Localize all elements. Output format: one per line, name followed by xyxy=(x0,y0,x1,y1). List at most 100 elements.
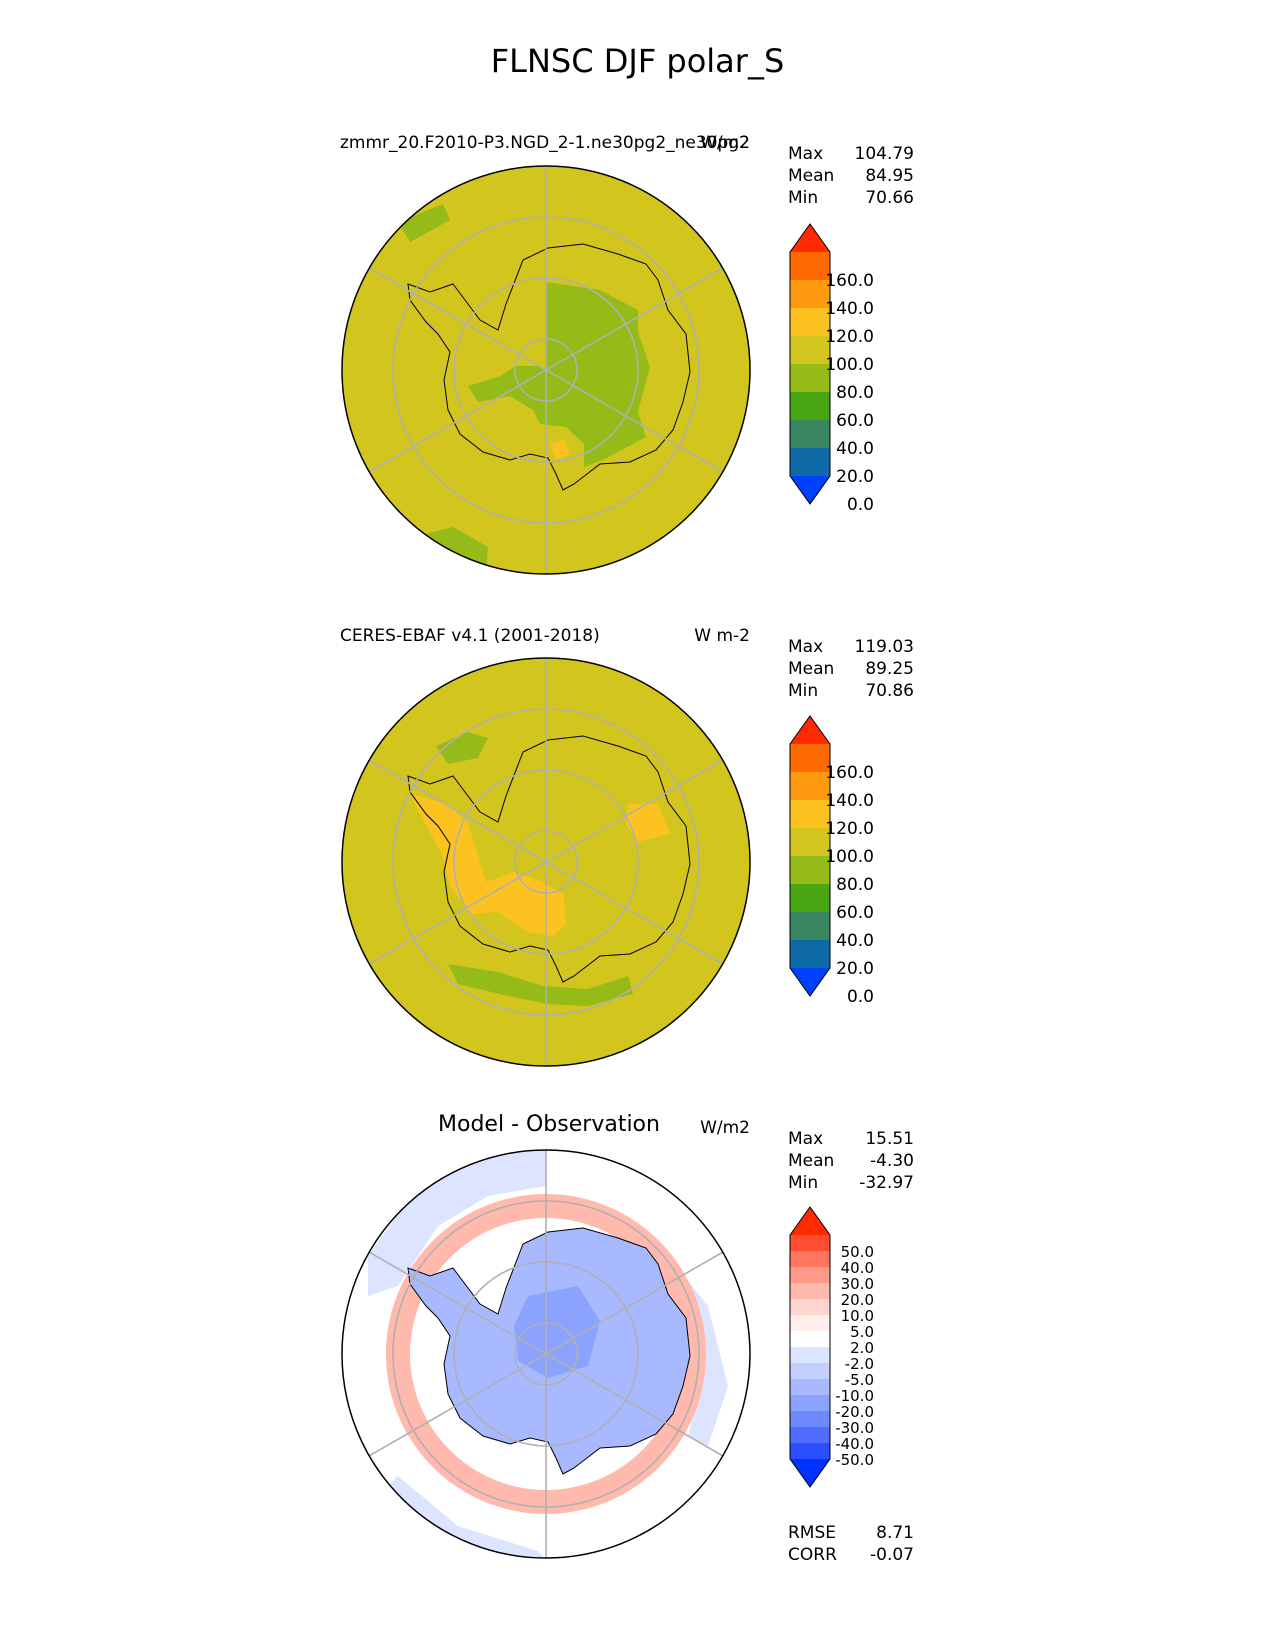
colorbar-bin xyxy=(790,1315,830,1332)
colorbar-bin xyxy=(790,1235,830,1252)
stat-max-label: Max xyxy=(788,637,824,657)
stat-min-label: Min xyxy=(788,188,819,208)
stat-max-value: 15.51 xyxy=(865,1129,914,1149)
stat-rmse-value: 8.71 xyxy=(876,1523,914,1543)
panel-3-stats: Max 15.51 Mean -4.30 Min -32.97 xyxy=(788,1129,914,1195)
colorbar-bin xyxy=(790,280,830,309)
colorbar-tick-label: 10.0 xyxy=(841,1307,874,1325)
map-boundary xyxy=(341,165,751,575)
colorbar-tick-label: -5.0 xyxy=(845,1371,874,1389)
diff-region-light-blue-nw xyxy=(368,1150,546,1296)
colorbar-bin xyxy=(790,252,830,281)
colorbar-tick-label: 20.0 xyxy=(841,1291,874,1309)
stat-mean-label: Mean xyxy=(788,166,835,186)
graticule xyxy=(368,1150,724,1558)
colorbar-tick-label: 50.0 xyxy=(841,1243,874,1261)
colorbar-outline xyxy=(789,223,831,505)
panel-2-stats: Max 119.03 Mean 89.25 Min 70.86 xyxy=(788,637,914,703)
colorbar-extend-min xyxy=(790,476,830,504)
stat-min-value: -32.97 xyxy=(859,1173,914,1193)
stat-max-label: Max xyxy=(788,144,824,164)
stat-corr-label: CORR xyxy=(788,1545,837,1565)
panel-1-units: W/m2 xyxy=(700,133,750,153)
colorbar-extend-min xyxy=(790,968,830,996)
colorbar-2: 160.0 140.0 120.0 100.0 80.0 60.0 40.0 20.0 0.0 xyxy=(789,715,874,1007)
colorbar-extend-max xyxy=(790,716,830,744)
colorbar-extend-max xyxy=(790,1207,830,1235)
panel-3-title: Model - Observation xyxy=(438,1112,660,1137)
colorbar-tick-label: 160.0 xyxy=(825,763,874,783)
colorbar-bin xyxy=(790,1379,830,1396)
polar-map-2 xyxy=(341,657,751,1067)
colorbar-bin xyxy=(790,420,830,449)
panel-3-units: W/m2 xyxy=(700,1118,750,1138)
stat-min-label: Min xyxy=(788,681,819,701)
stat-min-value: 70.66 xyxy=(865,188,914,208)
panel-3-extra-stats: RMSE 8.71 CORR -0.07 xyxy=(788,1523,914,1567)
colorbar-bin xyxy=(790,856,830,885)
colorbar-tick-label: 100.0 xyxy=(825,355,874,375)
colorbar-tick-label: -10.0 xyxy=(835,1387,874,1405)
colorbar-tick-label: 100.0 xyxy=(825,847,874,867)
polar-map-3 xyxy=(341,1149,751,1559)
colorbar-tick-label: 20.0 xyxy=(836,959,874,979)
colorbar-tick-label: 80.0 xyxy=(836,875,874,895)
stat-min-value: 70.86 xyxy=(865,681,914,701)
colorbar-tick-label: 140.0 xyxy=(825,791,874,811)
figure-title: FLNSC DJF polar_S xyxy=(490,42,785,80)
colorbar-tick-label: 120.0 xyxy=(825,327,874,347)
colorbar-bin xyxy=(790,1427,830,1444)
colorbar-bin xyxy=(790,1363,830,1380)
colorbar-bin xyxy=(790,1267,830,1284)
colorbar-bin xyxy=(790,364,830,393)
colorbar-bin xyxy=(790,828,830,857)
graticule xyxy=(368,658,724,1066)
colorbar-outline xyxy=(789,1206,831,1488)
colorbar-tick-label: -40.0 xyxy=(835,1435,874,1453)
colorbar-bin xyxy=(790,884,830,913)
field-region-green-north xyxy=(436,732,488,764)
panel-2-units: W m-2 xyxy=(694,626,750,646)
field-region-green xyxy=(468,282,650,467)
stat-rmse-label: RMSE xyxy=(788,1523,837,1543)
graticule xyxy=(368,166,724,574)
colorbar-bin xyxy=(790,1411,830,1428)
colorbar-tick-label: 40.0 xyxy=(841,1259,874,1277)
colorbar-bin xyxy=(790,308,830,337)
stat-max-label: Max xyxy=(788,1129,824,1149)
colorbar-bin xyxy=(790,1331,830,1348)
colorbar-bin xyxy=(790,392,830,421)
stat-mean-label: Mean xyxy=(788,1151,835,1171)
field-region-orange-east xyxy=(626,804,670,842)
colorbar-tick-label: -2.0 xyxy=(845,1355,874,1373)
map-boundary xyxy=(341,1149,751,1559)
colorbar-tick-label: 5.0 xyxy=(850,1323,874,1341)
colorbar-bin xyxy=(790,1283,830,1300)
colorbar-extend-max xyxy=(790,224,830,252)
stat-mean-label: Mean xyxy=(788,659,835,679)
panel-2-title: CERES-EBAF v4.1 (2001-2018) xyxy=(340,626,600,646)
panel-1-stats: Max 104.79 Mean 84.95 Min 70.66 xyxy=(788,144,914,210)
colorbar-tick-label: 60.0 xyxy=(836,411,874,431)
colorbar-tick-label: -20.0 xyxy=(835,1403,874,1421)
antarctica-coastline xyxy=(407,1227,691,1475)
colorbar-tick-label: -50.0 xyxy=(835,1451,874,1469)
colorbar-bin xyxy=(790,744,830,773)
colorbar-tick-label: 20.0 xyxy=(836,467,874,487)
panel-1-title: zmmr_20.F2010-P3.NGD_2-1.ne30pg2_ne30pg2 xyxy=(340,133,750,153)
colorbar-tick-label: 60.0 xyxy=(836,903,874,923)
colorbar-tick-label: 30.0 xyxy=(841,1275,874,1293)
colorbar-bin xyxy=(790,772,830,801)
colorbar-tick-label: 2.0 xyxy=(850,1339,874,1357)
colorbar-tick-label: 160.0 xyxy=(825,271,874,291)
colorbar-extend-min xyxy=(790,1459,830,1487)
diff-region-darker-blue xyxy=(514,1286,600,1378)
colorbar-1: 160.0 140.0 120.0 100.0 80.0 60.0 40.0 20.0 0.0 xyxy=(789,223,874,515)
stat-corr-value: -0.07 xyxy=(870,1545,914,1565)
polar-map-1 xyxy=(341,165,751,575)
colorbar-bin xyxy=(790,448,830,477)
colorbar-bin xyxy=(790,336,830,365)
colorbar-bin xyxy=(790,912,830,941)
field-region-orange xyxy=(550,440,570,460)
field-region-green-nw xyxy=(398,204,450,242)
